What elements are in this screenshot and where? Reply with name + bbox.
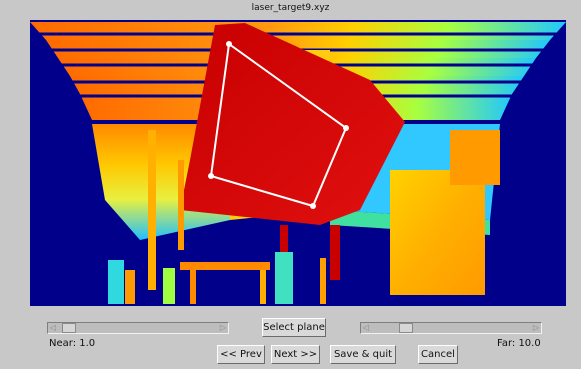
near-label: Near: 1.0 xyxy=(49,338,96,349)
polygon-vertex[interactable] xyxy=(310,203,316,209)
polygon-vertex[interactable] xyxy=(208,173,214,179)
right-block xyxy=(390,170,485,295)
polygon-vertex[interactable] xyxy=(343,125,349,131)
polygon-vertex[interactable] xyxy=(226,41,232,47)
far-label: Far: 10.0 xyxy=(497,338,541,349)
select-plane-button[interactable]: Select plane xyxy=(262,318,326,337)
slider-left-arrow-icon[interactable]: ◁ xyxy=(362,323,370,332)
cancel-button[interactable]: Cancel xyxy=(418,345,458,364)
table xyxy=(180,262,270,270)
far-slider-thumb[interactable] xyxy=(399,323,413,333)
slider-left-arrow-icon[interactable]: ◁ xyxy=(49,323,57,332)
window-title: laser_target9.xyz xyxy=(251,3,330,13)
next-button[interactable]: Next >> xyxy=(271,345,320,364)
save-quit-button[interactable]: Save & quit xyxy=(330,345,396,364)
target-plane xyxy=(180,23,405,225)
ceiling-row xyxy=(30,22,566,40)
near-slider-thumb[interactable] xyxy=(62,323,76,333)
far-slider[interactable]: ◁ ▷ xyxy=(360,322,542,334)
slider-right-arrow-icon[interactable]: ▷ xyxy=(219,323,227,332)
prev-button[interactable]: << Prev xyxy=(217,345,265,364)
depth-image xyxy=(30,22,566,304)
slider-right-arrow-icon[interactable]: ▷ xyxy=(532,323,540,332)
depth-image-viewport[interactable] xyxy=(30,20,566,306)
near-slider[interactable]: ◁ ▷ xyxy=(47,322,229,334)
post xyxy=(148,130,156,290)
